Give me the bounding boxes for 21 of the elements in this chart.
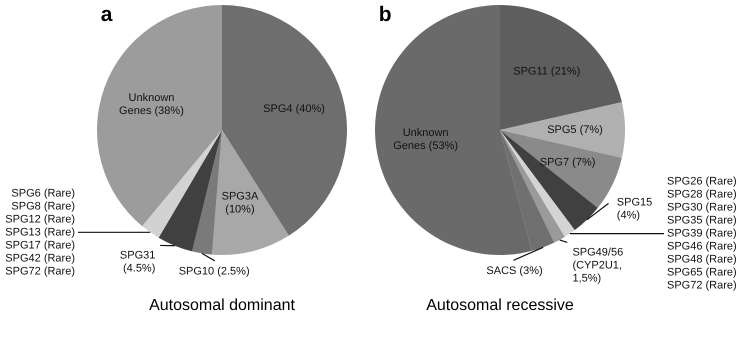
slice-label: SPG31 (4.5%) [120, 249, 156, 274]
slice-label: SPG7 (7%) [540, 156, 596, 169]
category-label: SPG26 (Rare) SPG28 (Rare) SPG30 (Rare) SPG35 (Rare) SPG39 (Rare) SPG46 (Rare) SPG48 (Rare) SPG65 (Rare) SPG72 (Rare) [667, 176, 737, 292]
text: Autosomal dominant [149, 297, 296, 314]
slice-label: SACS (3%) [486, 264, 543, 277]
chart-title: a [100, 3, 113, 26]
slice-label: Unknown Genes (53%) [393, 127, 458, 152]
pie-slice [158, 130, 222, 252]
slice-label: SPG4 (40%) [263, 103, 325, 116]
slice-label: SPG49/56 (CYP2U1, 1,5%) [572, 246, 624, 284]
pie-slice [142, 130, 222, 238]
slice-label: SPG5 (7%) [547, 124, 603, 136]
slice-label: SPG11 (21%) [513, 65, 580, 78]
slice-label: SPG15 (4%) [616, 196, 652, 222]
slice-label: SPG3A (10%) [222, 190, 259, 216]
slice-label: Unknown Genes (38%) [119, 92, 184, 118]
slice-label: SPG6 (Rare) SPG8 (Rare) SPG12 (Rare) SPG13 (Rare) SPG17 (Rare) SPG42 (Rare) SPG72 (Rare) [5, 187, 75, 278]
text: Autosomal recessive [426, 297, 574, 314]
pie-slice [500, 102, 625, 158]
chart-title: b [378, 3, 392, 26]
slice-label: SPG10 (2.5%) [178, 265, 250, 278]
